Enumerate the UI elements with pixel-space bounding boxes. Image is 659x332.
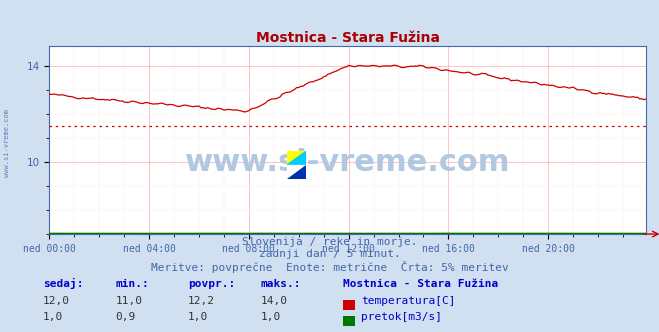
Text: Slovenija / reke in morje.: Slovenija / reke in morje. — [242, 237, 417, 247]
Text: maks.:: maks.: — [260, 279, 301, 289]
Text: 1,0: 1,0 — [260, 312, 281, 322]
Text: pretok[m3/s]: pretok[m3/s] — [361, 312, 442, 322]
Text: 12,2: 12,2 — [188, 296, 215, 306]
Title: Mostnica - Stara Fužina: Mostnica - Stara Fužina — [256, 31, 440, 45]
Text: 12,0: 12,0 — [43, 296, 70, 306]
Text: www.si-vreme.com: www.si-vreme.com — [3, 109, 10, 177]
Polygon shape — [287, 151, 306, 165]
Polygon shape — [287, 151, 306, 165]
Polygon shape — [287, 165, 306, 179]
Polygon shape — [287, 165, 306, 179]
Text: min.:: min.: — [115, 279, 149, 289]
Text: Mostnica - Stara Fužina: Mostnica - Stara Fužina — [343, 279, 498, 289]
Text: 11,0: 11,0 — [115, 296, 142, 306]
Text: zadnji dan / 5 minut.: zadnji dan / 5 minut. — [258, 249, 401, 259]
Text: temperatura[C]: temperatura[C] — [361, 296, 455, 306]
Text: povpr.:: povpr.: — [188, 279, 235, 289]
Text: 14,0: 14,0 — [260, 296, 287, 306]
Text: 0,9: 0,9 — [115, 312, 136, 322]
Text: www.si-vreme.com: www.si-vreme.com — [185, 148, 510, 177]
Text: sedaj:: sedaj: — [43, 278, 83, 289]
Text: 1,0: 1,0 — [188, 312, 208, 322]
Text: Meritve: povprečne  Enote: metrične  Črta: 5% meritev: Meritve: povprečne Enote: metrične Črta:… — [151, 261, 508, 273]
Text: 1,0: 1,0 — [43, 312, 63, 322]
